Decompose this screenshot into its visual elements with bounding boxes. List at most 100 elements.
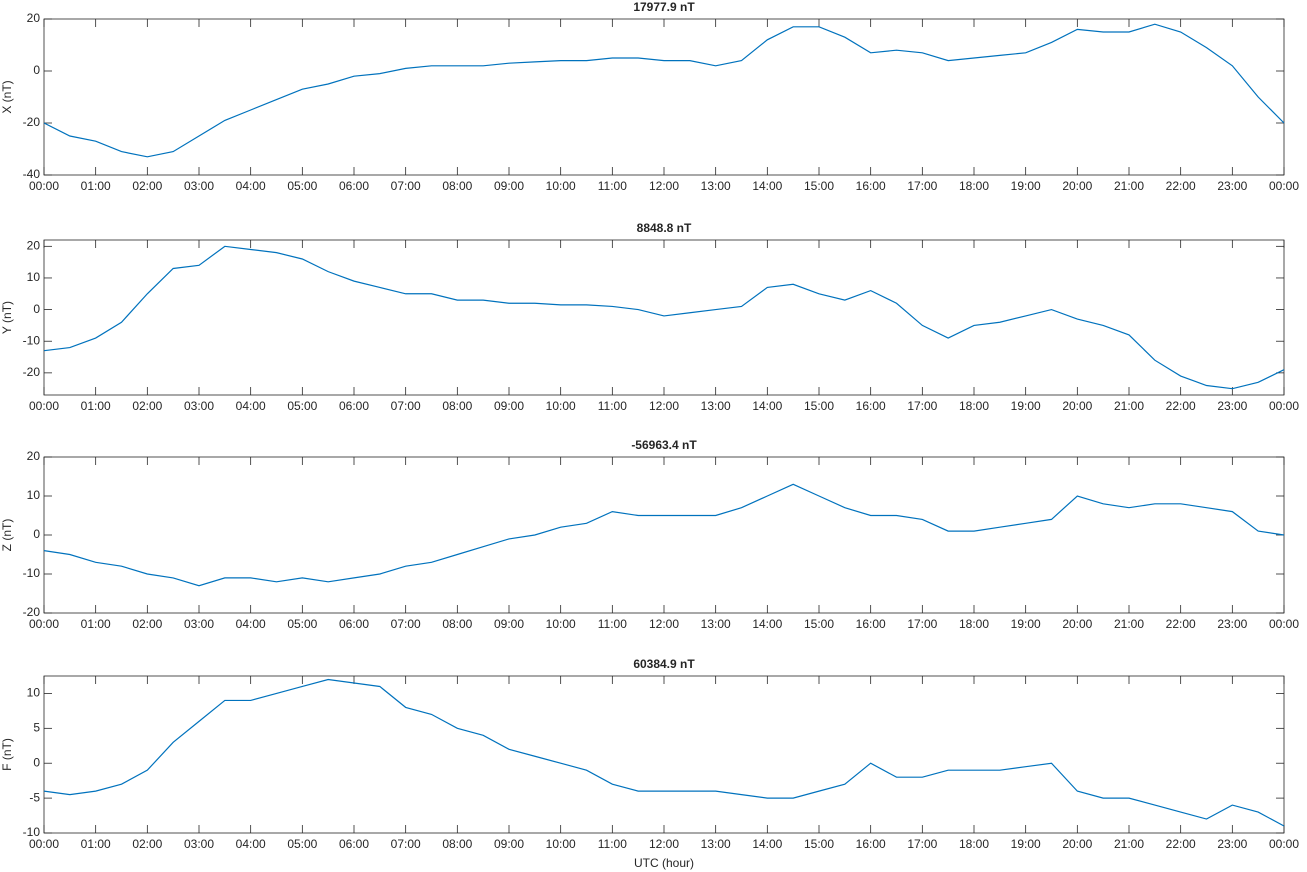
x-tick-label: 11:00: [598, 837, 627, 851]
x-tick-label: 04:00: [236, 617, 266, 631]
x-tick-label: 07:00: [391, 837, 421, 851]
x-tick-label: 02:00: [132, 399, 162, 413]
x-tick-label: 11:00: [598, 399, 627, 413]
plot-area: [43, 18, 1285, 176]
panel-title: 8848.8 nT: [637, 221, 692, 235]
y-tick-label: 0: [33, 527, 40, 541]
x-tick-label: 05:00: [287, 837, 317, 851]
x-tick-label: 23:00: [1217, 179, 1247, 193]
plot-area: [43, 675, 1285, 834]
x-tick-label: 11:00: [598, 617, 627, 631]
x-tick-label: 21:00: [1114, 399, 1144, 413]
x-tick-label: 19:00: [1011, 179, 1041, 193]
x-tick-label: 08:00: [442, 179, 472, 193]
x-tick-label: 18:00: [959, 617, 989, 631]
y-axis-label: X (nT): [0, 80, 14, 113]
x-tick-label: 13:00: [701, 399, 731, 413]
x-tick-label: 12:00: [649, 399, 679, 413]
data-line: [43, 23, 1285, 158]
x-tick-label: 20:00: [1062, 837, 1092, 851]
x-tick-label: 12:00: [649, 617, 679, 631]
x-tick-label: 16:00: [856, 617, 886, 631]
x-tick-label: 23:00: [1217, 837, 1247, 851]
panel-title: -56963.4 nT: [631, 438, 697, 452]
plot-area: [43, 239, 1285, 396]
x-tick-label: 02:00: [132, 179, 162, 193]
x-tick-label: 04:00: [236, 837, 266, 851]
x-tick-label: 01:00: [81, 179, 111, 193]
x-tick-label: 01:00: [81, 837, 111, 851]
x-tick-label: 03:00: [184, 179, 214, 193]
x-tick-label: 19:00: [1011, 399, 1041, 413]
x-tick-label: 13:00: [701, 837, 731, 851]
x-tick-label: 00:00: [1269, 399, 1299, 413]
x-tick-label: 14:00: [752, 179, 782, 193]
y-tick-label: 10: [27, 270, 41, 284]
y-tick-label: -5: [29, 790, 40, 804]
x-tick-label: 20:00: [1062, 399, 1092, 413]
x-tick-label: 21:00: [1114, 617, 1144, 631]
y-tick-label: 0: [33, 63, 40, 77]
x-tick-label: 09:00: [494, 617, 524, 631]
x-tick-label: 01:00: [81, 617, 111, 631]
x-tick-label: 09:00: [494, 837, 524, 851]
x-tick-label: 03:00: [184, 837, 214, 851]
x-tick-label: 15:00: [804, 837, 834, 851]
x-tick-label: 20:00: [1062, 179, 1092, 193]
x-tick-label: 00:00: [29, 837, 59, 851]
x-tick-label: 06:00: [339, 399, 369, 413]
y-tick-label: 10: [27, 686, 41, 700]
x-tick-label: 08:00: [442, 837, 472, 851]
x-tick-label: 22:00: [1166, 617, 1196, 631]
x-tick-label: 08:00: [442, 399, 472, 413]
x-tick-label: 03:00: [184, 617, 214, 631]
x-tick-label: 10:00: [546, 179, 576, 193]
y-tick-label: 0: [33, 302, 40, 316]
x-tick-label: 00:00: [29, 179, 59, 193]
x-tick-label: 21:00: [1114, 179, 1144, 193]
plot-area: [43, 456, 1285, 614]
x-tick-label: 00:00: [1269, 179, 1299, 193]
x-tick-label: 12:00: [649, 179, 679, 193]
x-tick-label: 13:00: [701, 179, 731, 193]
x-tick-label: 22:00: [1166, 837, 1196, 851]
data-line: [43, 483, 1285, 587]
x-tick-label: 18:00: [959, 399, 989, 413]
y-tick-label: 20: [27, 238, 41, 252]
x-tick-label: 04:00: [236, 399, 266, 413]
y-tick-label: 0: [33, 755, 40, 769]
x-tick-label: 08:00: [442, 617, 472, 631]
x-tick-label: 15:00: [804, 399, 834, 413]
x-tick-label: 07:00: [391, 399, 421, 413]
x-tick-label: 23:00: [1217, 617, 1247, 631]
x-tick-label: 05:00: [287, 617, 317, 631]
x-tick-label: 07:00: [391, 179, 421, 193]
x-tick-label: 06:00: [339, 837, 369, 851]
x-tick-label: 00:00: [29, 399, 59, 413]
x-tick-label: 17:00: [907, 179, 937, 193]
x-tick-label: 14:00: [752, 617, 782, 631]
y-tick-label: 20: [27, 449, 41, 463]
x-tick-label: 01:00: [81, 399, 111, 413]
x-tick-label: 14:00: [752, 399, 782, 413]
x-tick-label: 18:00: [959, 179, 989, 193]
x-tick-label: 03:00: [184, 399, 214, 413]
y-tick-label: -10: [23, 825, 41, 839]
x-tick-label: 19:00: [1011, 617, 1041, 631]
x-tick-label: 17:00: [907, 837, 937, 851]
x-tick-label: 17:00: [907, 617, 937, 631]
panel-title: 17977.9 nT: [633, 0, 695, 14]
x-tick-label: 09:00: [494, 179, 524, 193]
x-tick-label: 11:00: [598, 179, 627, 193]
y-tick-label: 10: [27, 488, 41, 502]
x-tick-label: 20:00: [1062, 617, 1092, 631]
x-tick-label: 15:00: [804, 179, 834, 193]
x-tick-label: 12:00: [649, 837, 679, 851]
x-tick-label: 09:00: [494, 399, 524, 413]
y-tick-label: -10: [23, 566, 41, 580]
y-axis-label: Z (nT): [0, 519, 14, 552]
x-tick-label: 13:00: [701, 617, 731, 631]
x-tick-label: 14:00: [752, 837, 782, 851]
x-tick-label: 05:00: [287, 179, 317, 193]
